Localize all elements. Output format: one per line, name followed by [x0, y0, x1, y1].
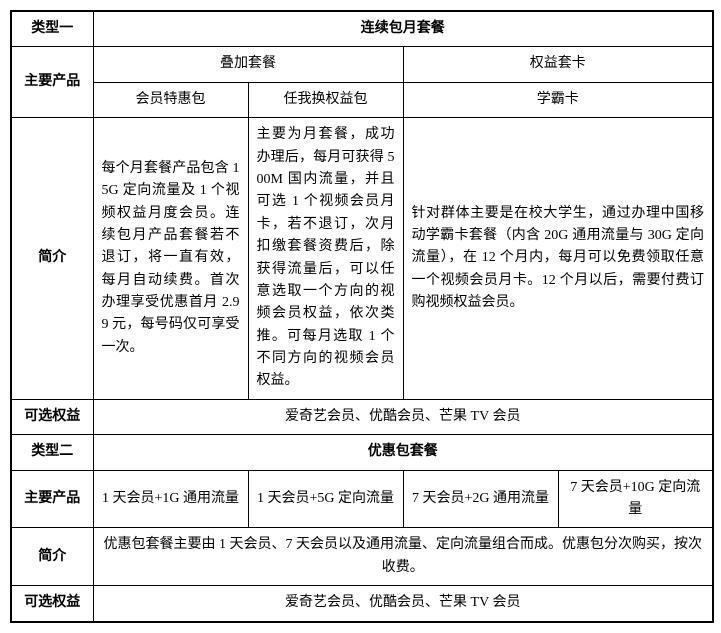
- type1-rights-text: 爱奇艺会员、优酷会员、芒果 TV 会员: [93, 399, 713, 434]
- type2-title: 优惠包套餐: [93, 435, 713, 470]
- type2-label: 类型二: [11, 435, 93, 470]
- type2-rights-text: 爱奇艺会员、优酷会员、芒果 TV 会员: [93, 586, 713, 622]
- plan-comparison-table: 类型一 连续包月套餐 主要产品 叠加套餐 权益套卡 会员特惠包 任我换权益包 学…: [10, 10, 714, 623]
- type1-desc1: 每个月套餐产品包含 15G 定向流量及 1 个视频权益月度会员。连续包月产品套餐…: [93, 118, 248, 400]
- type1-label: 类型一: [11, 11, 93, 47]
- type1-desc3: 针对群体主要是在校大学生，通过办理中国移动学霸卡套餐（内含 20G 通用流量与 …: [403, 118, 713, 400]
- type1-group-rights: 权益套卡: [403, 47, 713, 82]
- type1-group-addon: 叠加套餐: [93, 47, 403, 82]
- type2-p3: 7 天会员+2G 通用流量: [403, 470, 558, 528]
- type2-desc: 优惠包套餐主要由 1 天会员、7 天会员以及通用流量、定向流量组合而成。优惠包分…: [93, 528, 713, 586]
- type2-rights-label: 可选权益: [11, 586, 93, 622]
- type2-desc-label: 简介: [11, 528, 93, 586]
- type2-p4: 7 天会员+10G 定向流量: [558, 470, 713, 528]
- type1-prod3: 学霸卡: [403, 82, 713, 117]
- type1-prod2: 任我换权益包: [248, 82, 403, 117]
- type1-products-label: 主要产品: [11, 47, 93, 118]
- type1-rights-label: 可选权益: [11, 399, 93, 434]
- type1-title: 连续包月套餐: [93, 11, 713, 47]
- type1-desc2: 主要为月套餐，成功办理后，每月可获得 500M 国内流量，并且可选 1 个视频会…: [248, 118, 403, 400]
- type2-p2: 1 天会员+5G 定向流量: [248, 470, 403, 528]
- type1-desc-label: 简介: [11, 118, 93, 400]
- type1-prod1: 会员特惠包: [93, 82, 248, 117]
- type2-products-label: 主要产品: [11, 470, 93, 528]
- type2-p1: 1 天会员+1G 通用流量: [93, 470, 248, 528]
